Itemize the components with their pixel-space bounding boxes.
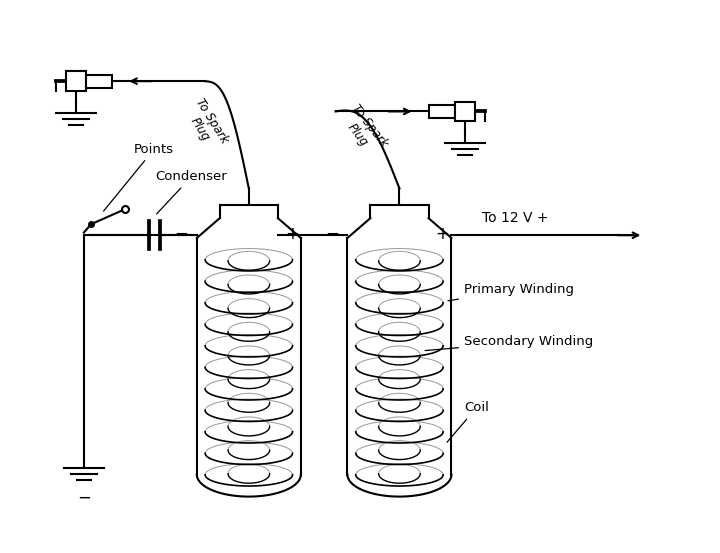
- Text: +: +: [436, 225, 449, 243]
- Text: Secondary Winding: Secondary Winding: [425, 335, 593, 351]
- Text: To 12 V +: To 12 V +: [482, 211, 549, 225]
- Text: To Spark
Plug: To Spark Plug: [337, 102, 390, 159]
- Text: −: −: [77, 488, 91, 507]
- FancyBboxPatch shape: [66, 71, 86, 91]
- Text: Primary Winding: Primary Winding: [448, 283, 574, 301]
- Text: Condenser: Condenser: [156, 170, 228, 214]
- FancyBboxPatch shape: [86, 75, 112, 88]
- Text: To Spark
Plug: To Spark Plug: [181, 96, 231, 154]
- Text: +: +: [285, 225, 299, 243]
- Text: Points: Points: [104, 143, 174, 211]
- FancyBboxPatch shape: [429, 105, 454, 118]
- FancyBboxPatch shape: [454, 102, 474, 121]
- Text: −: −: [174, 225, 188, 243]
- Text: −: −: [325, 225, 339, 243]
- Text: Coil: Coil: [447, 401, 489, 442]
